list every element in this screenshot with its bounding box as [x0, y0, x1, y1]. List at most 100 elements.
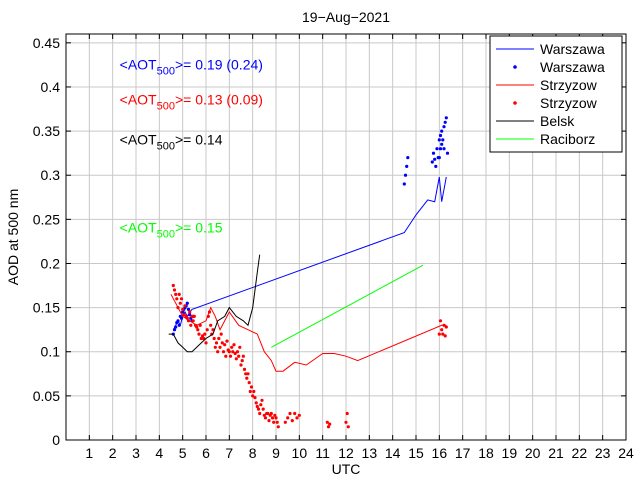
x-tick-label: 21 — [548, 445, 564, 461]
y-tick-label: 0.4 — [41, 79, 61, 95]
series-point — [186, 319, 191, 323]
series-point — [212, 336, 216, 341]
series-point — [434, 164, 438, 168]
series-point — [231, 350, 235, 354]
series-point — [444, 116, 448, 120]
legend-label: Strzyzow — [540, 77, 598, 93]
series-point — [219, 332, 223, 336]
series-point — [230, 345, 234, 349]
x-axis-label: UTC — [332, 461, 361, 477]
series-point — [191, 319, 195, 323]
series-point — [345, 411, 349, 416]
x-tick-label: 19 — [502, 445, 518, 461]
legend-label: Strzyzow — [540, 95, 598, 111]
series-point — [437, 138, 441, 142]
series-point — [253, 396, 257, 400]
series-point — [437, 156, 441, 160]
series-point — [206, 314, 210, 318]
series-point — [177, 323, 181, 327]
series-point — [293, 411, 297, 416]
series-point — [405, 164, 409, 168]
series-point — [179, 316, 184, 320]
series-point — [195, 325, 199, 329]
series-point — [186, 307, 191, 311]
series-point — [326, 425, 331, 429]
series-point — [295, 416, 299, 420]
x-tick-label: 14 — [385, 445, 401, 461]
series-point — [441, 138, 445, 142]
legend-label: Warszawa — [540, 41, 605, 57]
series-point — [235, 350, 240, 354]
series-point — [254, 401, 258, 405]
series-point — [263, 416, 268, 420]
x-tick-label: 22 — [572, 445, 588, 461]
series-point — [276, 425, 280, 429]
y-tick-label: 0.05 — [33, 388, 60, 404]
series-point — [269, 411, 273, 416]
series-point — [286, 416, 290, 420]
series-point — [197, 332, 201, 336]
series-point — [174, 292, 178, 296]
y-tick-label: 0.25 — [33, 211, 60, 227]
x-tick-label: 2 — [109, 445, 117, 461]
series-point — [179, 297, 184, 301]
series-point — [217, 336, 221, 341]
series-point — [346, 425, 350, 429]
annotation-text: <AOT500>= 0.15 — [120, 220, 223, 241]
x-tick-label: 3 — [132, 445, 140, 461]
series-point — [188, 313, 192, 317]
legend-box — [489, 35, 623, 153]
annotations: <AOT500>= 0.19 (0.24) <AOT500>= 0.13 (0.0… — [120, 56, 263, 240]
series-point — [209, 323, 213, 327]
series-point — [258, 411, 262, 416]
series-point — [203, 332, 207, 336]
series-point — [440, 142, 444, 146]
series-point — [175, 297, 179, 301]
x-tick-label: 5 — [179, 445, 187, 461]
series-point — [242, 367, 247, 371]
annotation-text: <AOT500>= 0.14 — [120, 131, 223, 152]
series-point — [221, 350, 226, 354]
series-point — [443, 120, 447, 124]
legend: Warszawa Warszawa Strzyzow Strzyzow Belsk Rac… — [489, 35, 623, 153]
series-point — [174, 325, 178, 329]
series-line — [172, 176, 447, 330]
series-point — [433, 157, 437, 161]
series-point — [214, 341, 219, 345]
x-tick-label: 20 — [525, 445, 541, 461]
series-point — [440, 129, 444, 133]
series-point — [256, 407, 261, 411]
series-point — [403, 173, 408, 177]
series-point — [440, 328, 444, 332]
series-point — [246, 372, 250, 376]
series-point — [172, 288, 177, 292]
series-point — [216, 350, 220, 354]
series-point — [213, 345, 217, 349]
legend-marker-swatch — [513, 65, 517, 69]
series-point — [172, 328, 177, 332]
series-point — [288, 411, 292, 416]
series-point — [259, 403, 263, 407]
data-series — [168, 116, 450, 429]
series-point — [185, 316, 189, 320]
series-point — [283, 420, 287, 424]
series-point — [205, 328, 209, 332]
series-line — [168, 254, 261, 353]
legend-marker-swatch — [513, 101, 517, 105]
series-point — [176, 319, 180, 323]
series-point — [249, 385, 254, 389]
series-point — [181, 307, 185, 311]
series-point — [438, 133, 443, 138]
series-point — [237, 354, 241, 358]
x-tick-label: 4 — [155, 445, 163, 461]
series-point — [275, 420, 279, 424]
series-point — [190, 314, 194, 318]
series-point — [199, 336, 203, 341]
series-point — [438, 319, 443, 323]
series-point — [252, 389, 256, 394]
y-axis-label: AOD at 500 nm — [5, 189, 21, 286]
y-tick-label: 0.1 — [41, 344, 61, 360]
axis-ticks: 1 2 3 4 5 6 7 8 9 10 11 12 13 14 15 16 17 18 19 20 21 22 23 240… — [33, 34, 634, 461]
series-point — [445, 151, 450, 155]
